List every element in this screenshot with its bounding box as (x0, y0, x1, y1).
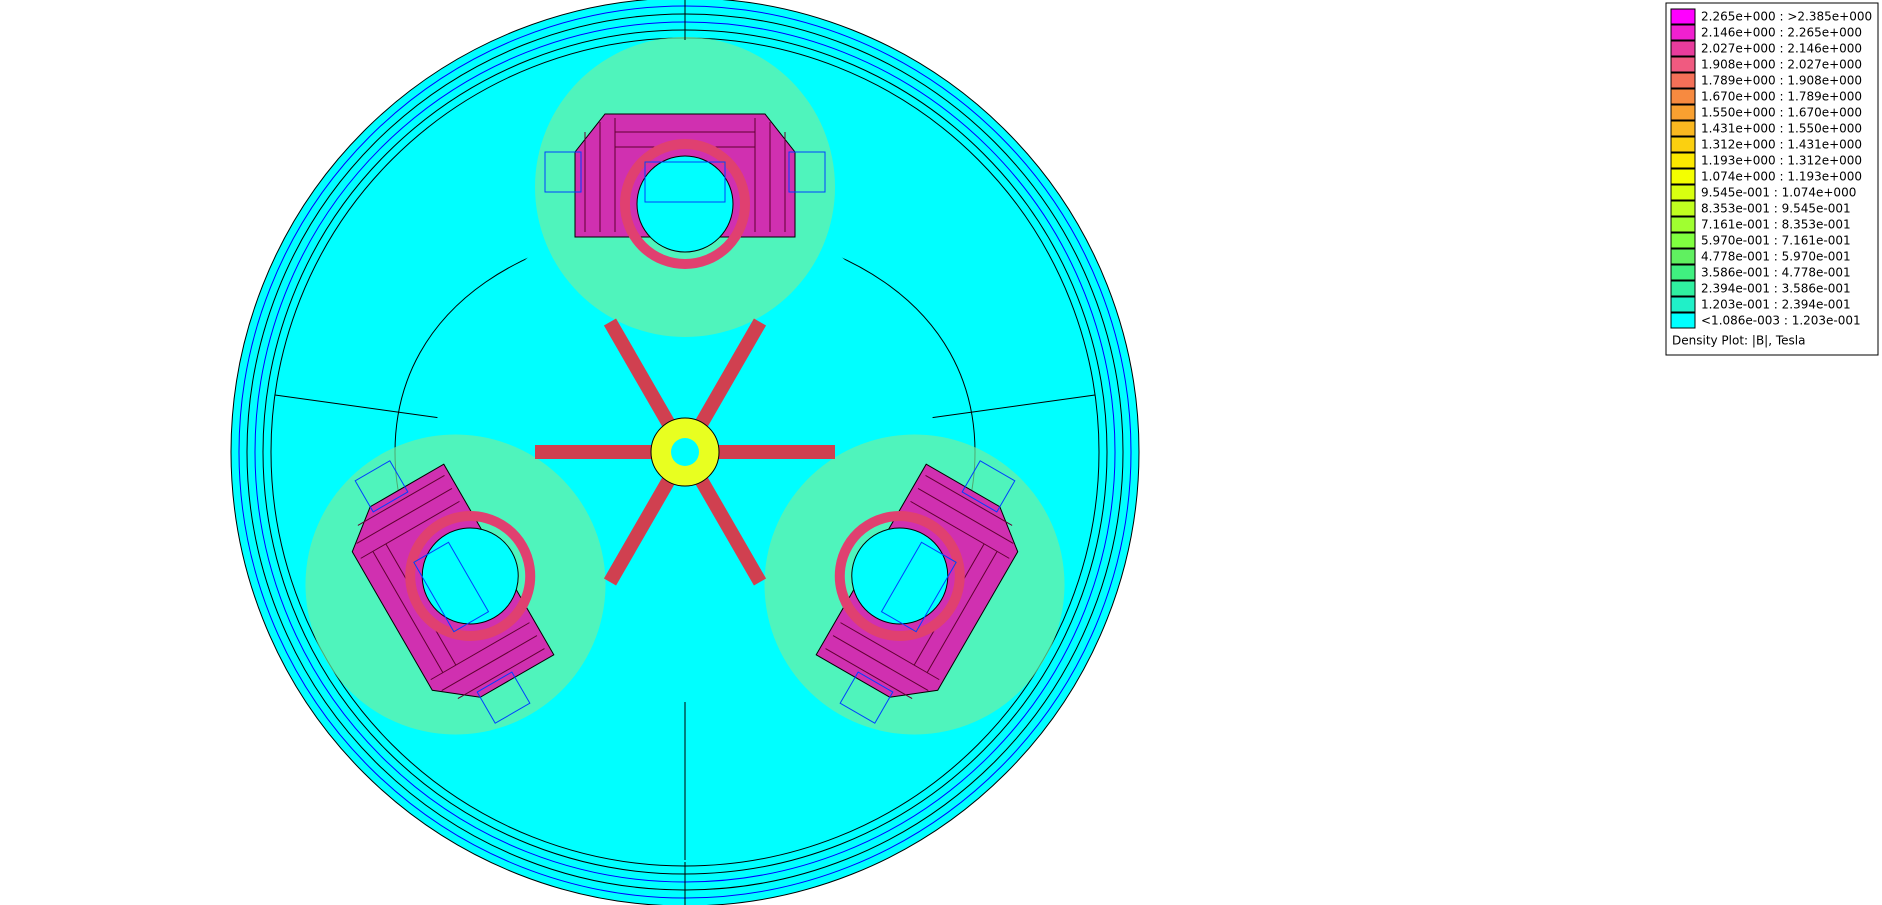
legend-label: 1.203e-001 : 2.394e-001 (1701, 298, 1851, 312)
motor-cross-section (230, 0, 1140, 905)
legend-label: 8.353e-001 : 9.545e-001 (1701, 202, 1851, 216)
legend-swatch (1670, 280, 1696, 297)
legend-label: 2.394e-001 : 3.586e-001 (1701, 282, 1851, 296)
legend-caption: Density Plot: |B|, Tesla (1672, 334, 1805, 348)
legend-label: 1.550e+000 : 1.670e+000 (1701, 106, 1862, 120)
legend-label: 1.312e+000 : 1.431e+000 (1701, 138, 1862, 152)
legend: Density Plot: |B|, Tesla 2.265e+000 : >2… (1665, 2, 1879, 356)
legend-swatch (1670, 200, 1696, 217)
legend-swatch (1670, 56, 1696, 73)
legend-swatch (1670, 168, 1696, 185)
legend-swatch (1670, 8, 1696, 25)
legend-label: 1.789e+000 : 1.908e+000 (1701, 74, 1862, 88)
legend-label: 4.778e-001 : 5.970e-001 (1701, 250, 1851, 264)
legend-label: 1.670e+000 : 1.789e+000 (1701, 90, 1862, 104)
legend-swatch (1670, 88, 1696, 105)
legend-swatch (1670, 24, 1696, 41)
legend-label: 1.908e+000 : 2.027e+000 (1701, 58, 1862, 72)
legend-swatch (1670, 104, 1696, 121)
legend-label: 5.970e-001 : 7.161e-001 (1701, 234, 1851, 248)
legend-swatch (1670, 40, 1696, 57)
legend-swatch (1670, 296, 1696, 313)
legend-swatch (1670, 216, 1696, 233)
legend-swatch (1670, 152, 1696, 169)
legend-label: 1.431e+000 : 1.550e+000 (1701, 122, 1862, 136)
legend-label: 9.545e-001 : 1.074e+000 (1701, 186, 1856, 200)
legend-swatch (1670, 248, 1696, 265)
legend-label: <1.086e-003 : 1.203e-001 (1701, 314, 1861, 328)
legend-label: 3.586e-001 : 4.778e-001 (1701, 266, 1851, 280)
legend-swatch (1670, 312, 1696, 329)
legend-swatch (1670, 184, 1696, 201)
legend-label: 7.161e-001 : 8.353e-001 (1701, 218, 1851, 232)
legend-swatch (1670, 120, 1696, 137)
legend-label: 2.146e+000 : 2.265e+000 (1701, 26, 1862, 40)
legend-swatch (1670, 72, 1696, 89)
legend-label: 1.074e+000 : 1.193e+000 (1701, 170, 1862, 184)
legend-label: 2.027e+000 : 2.146e+000 (1701, 42, 1862, 56)
legend-swatch (1670, 232, 1696, 249)
legend-label: 1.193e+000 : 1.312e+000 (1701, 154, 1862, 168)
legend-swatch (1670, 136, 1696, 153)
legend-label: 2.265e+000 : >2.385e+000 (1701, 10, 1872, 24)
legend-swatch (1670, 264, 1696, 281)
